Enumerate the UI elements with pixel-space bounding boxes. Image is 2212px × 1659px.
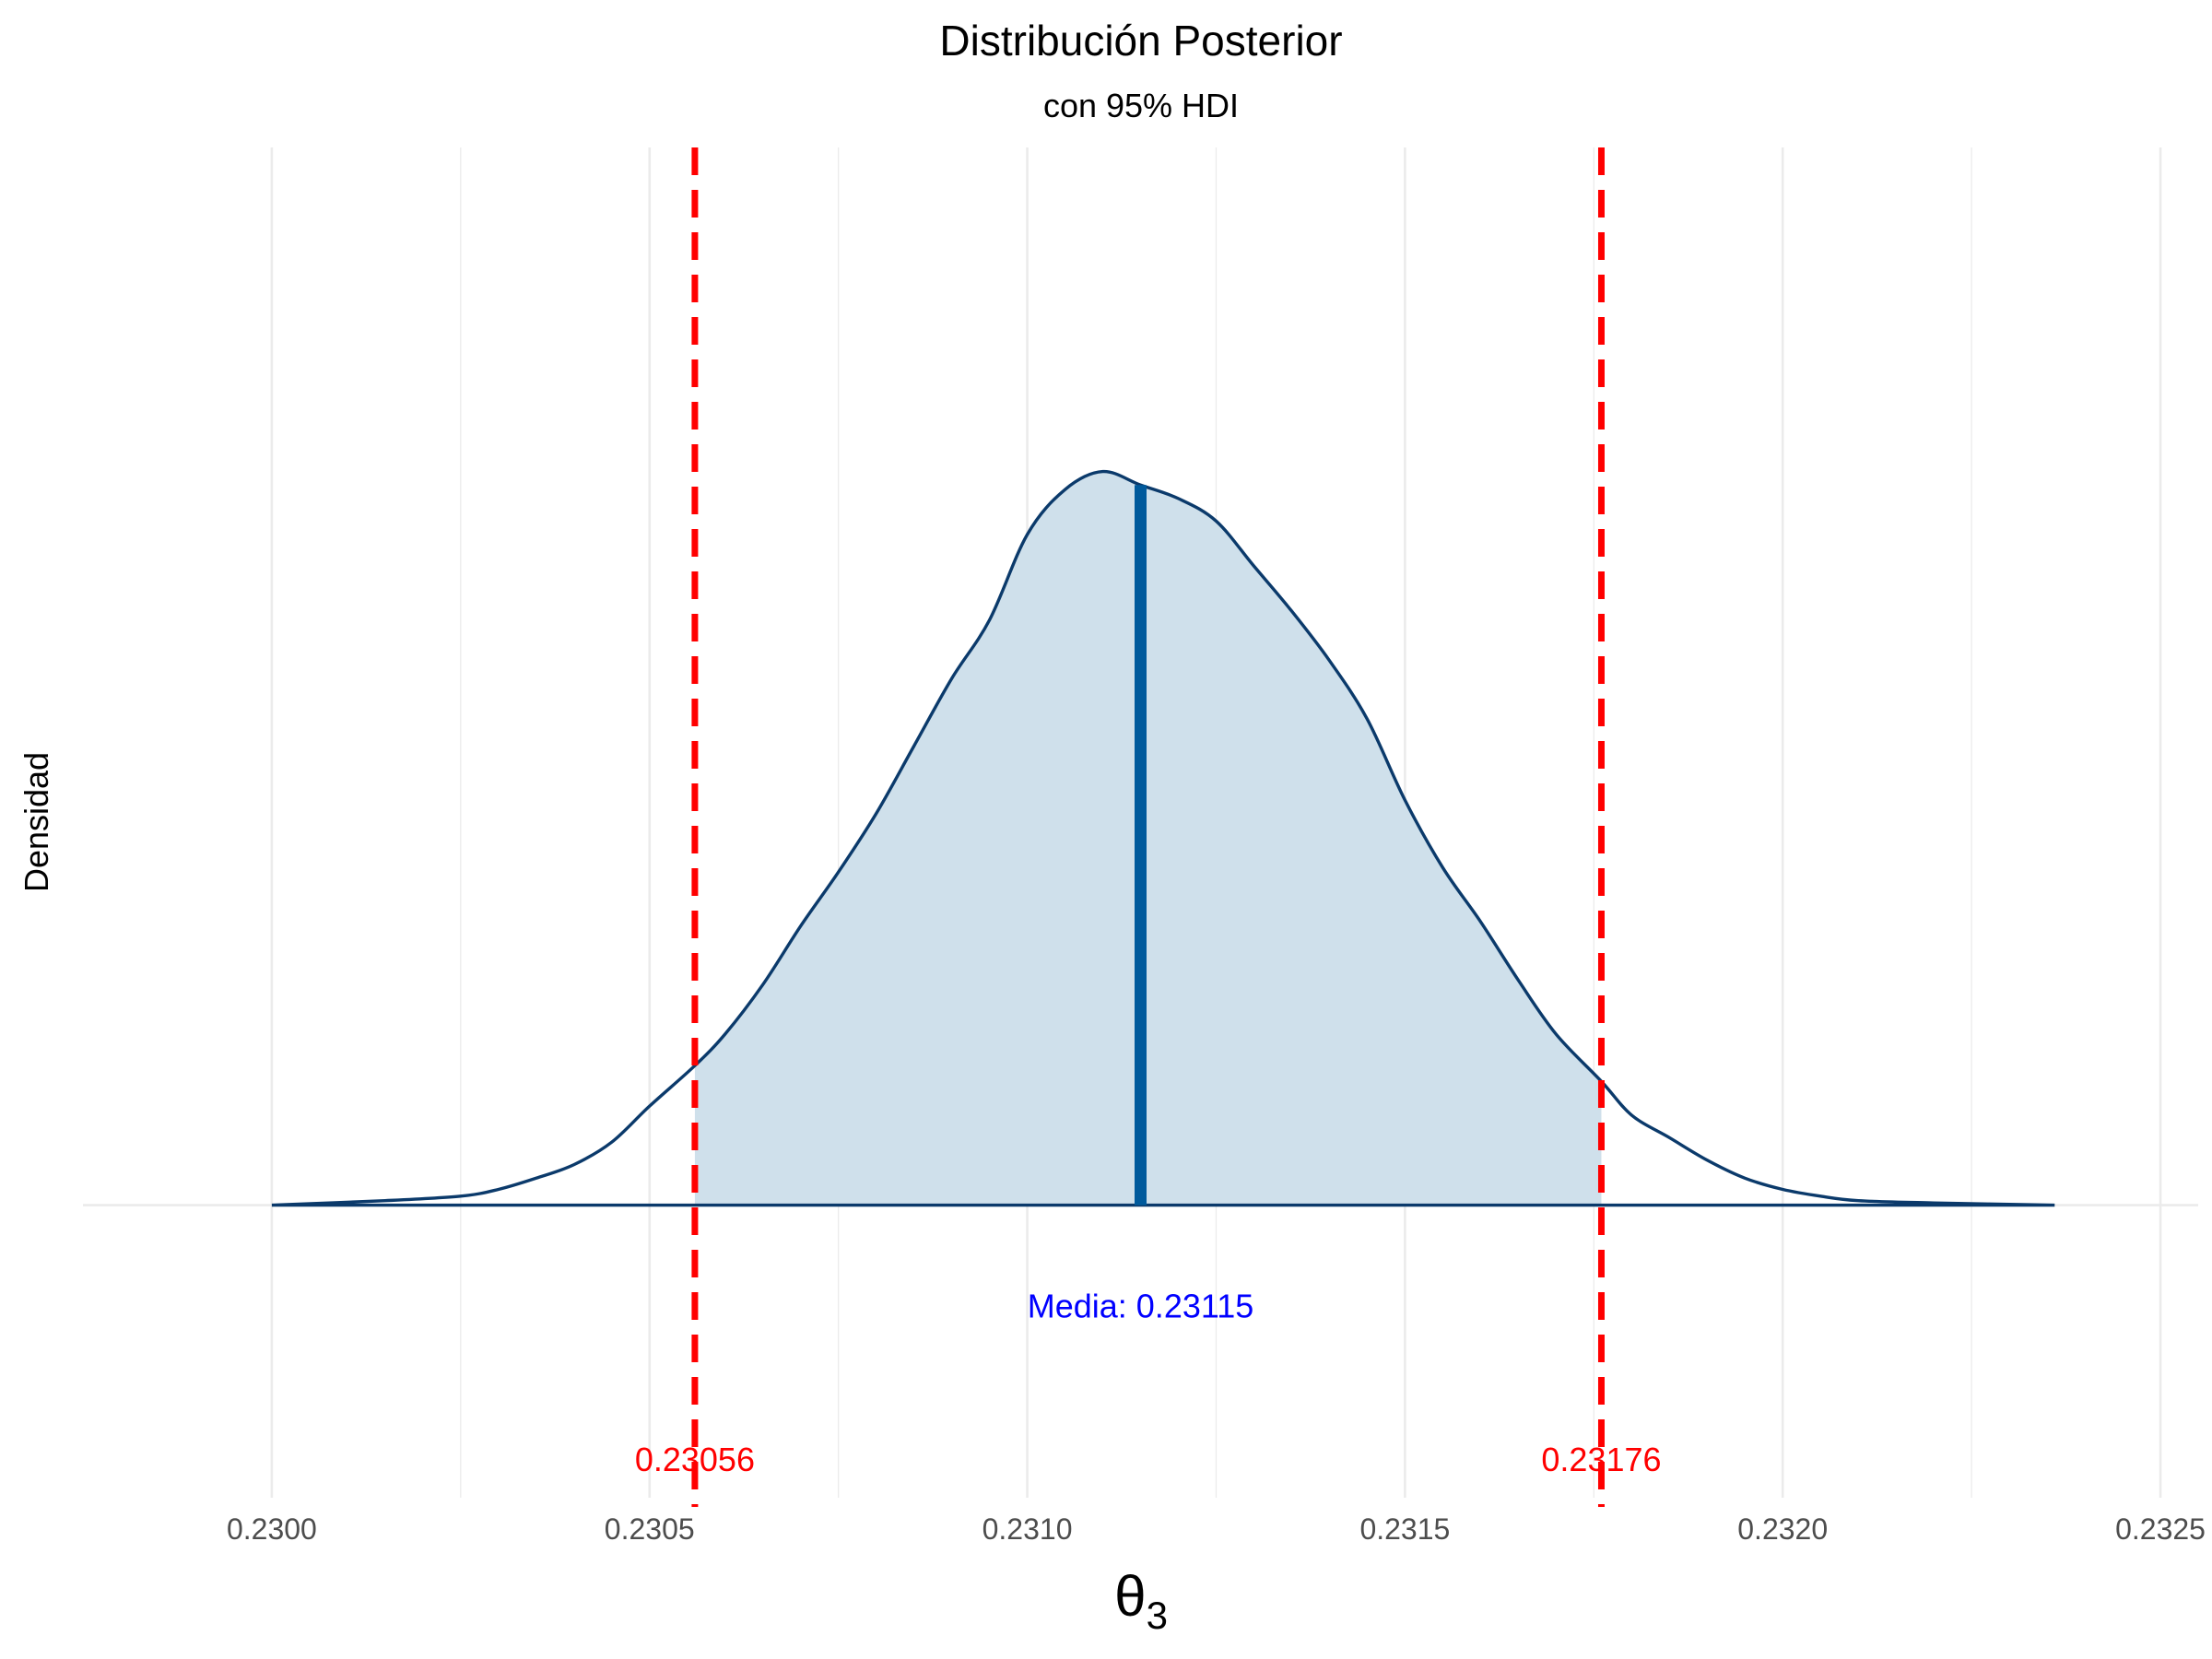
density-curve [271, 469, 2055, 1207]
x-tick-label: 0.2305 [605, 1512, 695, 1546]
x-tick-label: 0.2320 [1737, 1512, 1828, 1546]
chart-title: Distribución Posterior [939, 17, 1342, 65]
x-tick-label: 0.2315 [1359, 1512, 1450, 1546]
y-axis-label: Densidad [18, 752, 55, 892]
x-axis-label: θ3 [1114, 1565, 1168, 1637]
x-tick-label: 0.2310 [982, 1512, 1073, 1546]
x-axis-label-subscript: 3 [1147, 1594, 1168, 1637]
mean-label: Media: 0.23115 [1028, 1288, 1254, 1325]
hdi-upper-label: 0.23176 [1541, 1441, 1661, 1478]
x-axis-ticks: 0.2300 0.2305 0.2310 0.2315 0.2320 0.2325 [227, 1512, 2206, 1546]
x-tick-label: 0.2300 [227, 1512, 317, 1546]
chart-subtitle: con 95% HDI [1043, 87, 1239, 124]
hdi-shaded-area [694, 471, 1602, 1206]
hdi-lower-label: 0.23056 [635, 1441, 755, 1478]
x-axis-label-main: θ [1114, 1565, 1146, 1629]
x-tick-label: 0.2325 [2115, 1512, 2206, 1546]
